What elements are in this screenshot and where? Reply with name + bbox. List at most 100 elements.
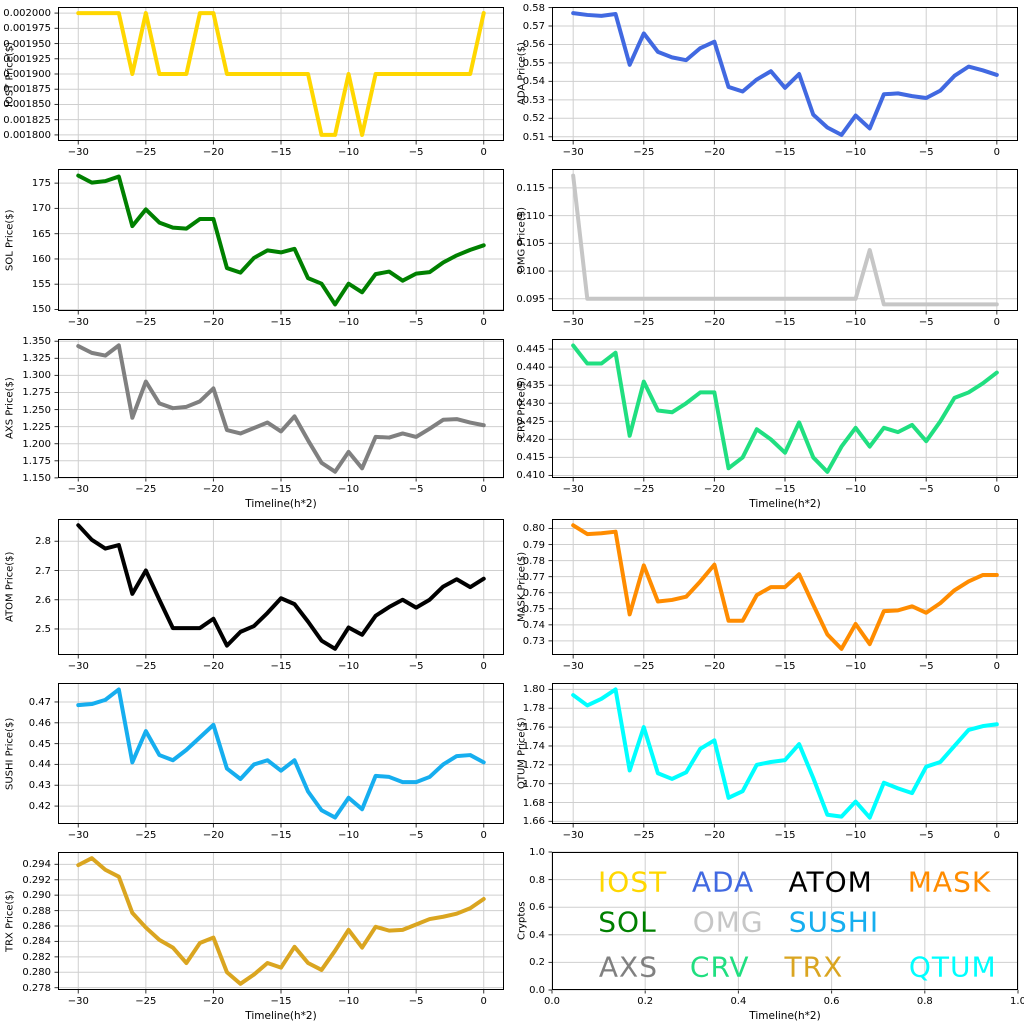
axes-border: [58, 7, 504, 141]
legend-item-iost: IOST: [598, 865, 668, 899]
x-tick-label: −30: [67, 996, 89, 1007]
y-tick-label: 1.68: [522, 797, 545, 809]
x-tick-label: −20: [703, 147, 725, 158]
x-tick-label: 0.0: [544, 996, 560, 1007]
plot-area: [548, 851, 1019, 994]
y-tick-label: 0.73: [522, 635, 545, 647]
x-tick-label: 0: [993, 317, 1000, 328]
x-tick-label: 0: [480, 661, 487, 672]
x-tick-label: −10: [845, 484, 867, 495]
y-tick-label: 165: [31, 228, 51, 240]
y-tick-label: 0.55: [522, 57, 545, 69]
axes-border: [552, 169, 1018, 311]
x-tick-label: 1.0: [1010, 996, 1024, 1007]
y-tick-label: 0.001825: [3, 114, 51, 126]
x-tick-label: −5: [408, 830, 424, 841]
legend-item-sol: SOL: [598, 905, 657, 939]
legend-item-omg: OMG: [692, 905, 764, 939]
x-tick-label: −25: [633, 147, 655, 158]
series-line-TRX: [76, 856, 486, 986]
x-tick-label: −20: [703, 661, 725, 672]
plot-area: [548, 7, 1018, 145]
y-tick-label: 0.46: [28, 717, 51, 729]
legend-panel: Cryptos Timeline(h*2) 0.0 0.2 0.4 0.6 0.8 1.0…: [512, 845, 1024, 1024]
x-tick-label: −15: [270, 830, 292, 841]
y-tick-label: 1.66: [522, 816, 545, 828]
x-tick-label: −10: [845, 661, 867, 672]
y-tick-label: 0.284: [22, 936, 51, 948]
y-tick-label: 1.0: [529, 847, 545, 858]
x-tick-label: −30: [67, 830, 89, 841]
series-line-OMG: [571, 173, 999, 307]
y-tick-label: 0.415: [516, 452, 545, 464]
y-tick-label: 155: [31, 279, 51, 291]
y-tick-label: 2.8: [35, 536, 51, 548]
y-tick-label: 0.282: [22, 951, 51, 963]
x-tick-label: −20: [202, 317, 224, 328]
y-tick-label: 1.350: [22, 336, 51, 348]
y-tick-label: 1.74: [522, 740, 545, 752]
chart-atom: ATOM Price($) −30 −25 −20 −15 −10 −5 0 2.5 2.6 2.…: [0, 512, 512, 676]
y-tick-label: 0.100: [516, 266, 545, 278]
x-tick-label: −10: [845, 830, 867, 841]
y-tick-label: 0.105: [516, 238, 545, 250]
x-tick-label: −5: [408, 996, 424, 1007]
x-tick-label: −10: [338, 317, 360, 328]
series-line-MASK: [571, 523, 999, 651]
y-tick-label: 0.43: [28, 780, 51, 792]
legend-item-crv: CRV: [689, 950, 750, 984]
x-axis-label: Timeline(h*2): [245, 1010, 317, 1022]
y-tick-label: 1.325: [22, 353, 51, 365]
y-tick-label: 0.76: [522, 587, 545, 599]
x-tick-label: −15: [774, 147, 796, 158]
x-tick-label: −5: [918, 661, 934, 672]
chart-trx: TRX Price($) Timeline(h*2) −30 −25 −20 −15−…: [0, 845, 512, 1024]
x-tick-label: −30: [562, 317, 584, 328]
x-tick-label: −25: [135, 147, 157, 158]
x-tick-label: −5: [918, 484, 934, 495]
x-tick-label: −5: [408, 147, 424, 158]
x-tick-label: −15: [270, 996, 292, 1007]
y-tick-label: 0.410: [516, 470, 545, 482]
x-tick-label: −10: [338, 996, 360, 1007]
axes-canvas: [548, 7, 1018, 145]
x-tick-label: −20: [202, 661, 224, 672]
series-line-ADA: [571, 11, 999, 137]
y-tick-label: 0.52: [522, 113, 545, 125]
x-tick-label: −20: [202, 147, 224, 158]
x-tick-label: −25: [135, 661, 157, 672]
x-tick-label: 0: [480, 147, 487, 158]
axes-border: [552, 339, 1018, 478]
legend-item-qtum: QTUM: [908, 950, 997, 984]
x-tick-label: −5: [408, 484, 424, 495]
chart-axs: AXS Price($) Timeline(h*2) −30 −25 −20 −15−…: [0, 332, 512, 512]
axes-canvas: [54, 7, 504, 145]
x-tick-label: −25: [633, 661, 655, 672]
x-tick-label: 0.4: [730, 996, 747, 1007]
y-tick-label: 0.45: [28, 738, 51, 750]
y-tick-label: 0.001975: [3, 23, 51, 35]
chart-iost: IOST Price($) −30 −25 −20 −15 −10 −5 0 0.001800…: [0, 0, 512, 162]
y-tick-label: 0.110: [516, 210, 545, 222]
chart-sol: SOL Price($) −30 −25 −20 −15 −10 −5 0 150 155 160…: [0, 162, 512, 332]
axes-border: [552, 7, 1018, 141]
x-axis-label: Timeline(h*2): [749, 498, 821, 510]
x-tick-label: −20: [703, 830, 725, 841]
y-tick-label: 0.0: [529, 985, 545, 996]
x-tick-label: −15: [270, 147, 292, 158]
chart-mask: MASK Price($) −30 −25 −20 −15 −10 −5 0 0.73 0.74…: [512, 512, 1024, 676]
series-line-QTUM: [571, 687, 999, 820]
plot-area: [54, 683, 504, 828]
y-tick-label: 1.70: [522, 778, 545, 790]
y-tick-label: 0.440: [516, 362, 545, 374]
y-tick-label: 0.78: [522, 555, 545, 567]
y-tick-label: 0.53: [522, 94, 545, 106]
series-line-CRV: [571, 343, 999, 474]
x-tick-label: −15: [270, 661, 292, 672]
y-tick-label: 0.002000: [3, 8, 51, 20]
y-tick-label: 0.80: [522, 523, 545, 535]
legend-item-trx: TRX: [784, 950, 844, 984]
x-tick-label: −30: [562, 484, 584, 495]
y-tick-label: 0.58: [522, 2, 545, 14]
x-tick-label: −30: [67, 147, 89, 158]
